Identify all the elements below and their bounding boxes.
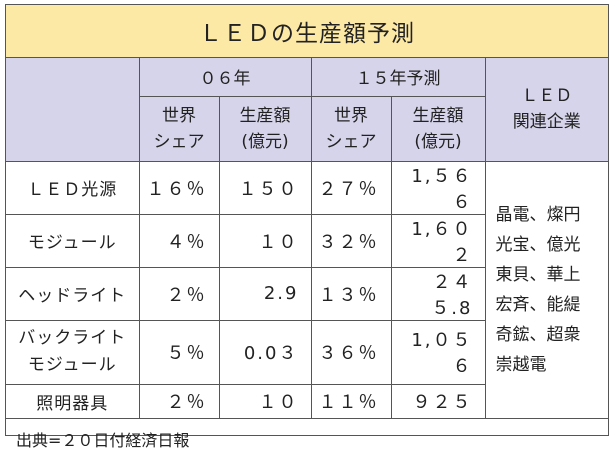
row-label: モジュール — [6, 213, 140, 268]
share-06-cell: ２％ — [138, 266, 220, 321]
corner-header-cell — [6, 58, 140, 162]
production-15-cell: 1,０５６ — [390, 319, 485, 385]
row-label: ＬＥＤ光源 — [6, 160, 140, 215]
share-06-cell: ５％ — [138, 319, 220, 385]
production-15-cell: ２４５.8 — [390, 266, 485, 321]
source-note: 出典=２０日付経済日報 — [16, 431, 190, 450]
production-15-cell: 1,６０２ — [390, 213, 485, 268]
share-15-cell: ２７％ — [310, 160, 392, 215]
row-label: 照明器具 — [6, 383, 140, 419]
row-label: バックライト モジュール — [6, 319, 140, 385]
share-15-cell: ３２％ — [310, 213, 392, 268]
header-production-15: 生産額 (億元) — [390, 95, 485, 162]
share-06-cell: ２％ — [138, 383, 220, 419]
data-table: ０６年 １５年予測 ＬＥＤ 関連企業 世界 シェア 生産額 (億元) 世界 シェ… — [6, 58, 608, 419]
header-2006: ０６年 — [138, 58, 312, 97]
production-06-cell: 2.9 — [218, 266, 312, 321]
production-06-cell: １５０ — [218, 160, 312, 215]
share-15-cell: １１％ — [310, 383, 392, 419]
share-06-cell: ４％ — [138, 213, 220, 268]
production-06-cell: １０ — [218, 213, 312, 268]
share-15-cell: １３％ — [310, 266, 392, 321]
header-2015-forecast: １５年予測 — [310, 58, 486, 97]
share-15-cell: ３６％ — [310, 319, 392, 385]
table-title: ＬＥＤの生産額予測 — [6, 5, 608, 58]
production-15-cell: 1,５６６ — [390, 160, 486, 215]
led-production-forecast-table: ＬＥＤの生産額予測 ０６年 １５年予測 ＬＥＤ 関連企業 世界 シェア 生産額 … — [5, 4, 609, 450]
share-06-cell: １６％ — [138, 160, 220, 215]
production-15-cell: ９２５ — [390, 383, 485, 419]
header-related-companies: ＬＥＤ 関連企業 — [484, 58, 608, 162]
header-production-06: 生産額 (億元) — [218, 95, 312, 162]
production-06-cell: １０ — [218, 383, 312, 419]
row-label: ヘッドライト — [6, 266, 140, 321]
related-companies-list: 晶電、燦円 光宝、億光 東貝、華上 宏斉、能緹 奇鋐、超衆 崇越電 — [484, 160, 608, 419]
production-06-cell: 0.0３ — [218, 319, 312, 385]
header-world-share-15: 世界 シェア — [310, 95, 392, 162]
header-world-share-06: 世界 シェア — [139, 95, 220, 162]
